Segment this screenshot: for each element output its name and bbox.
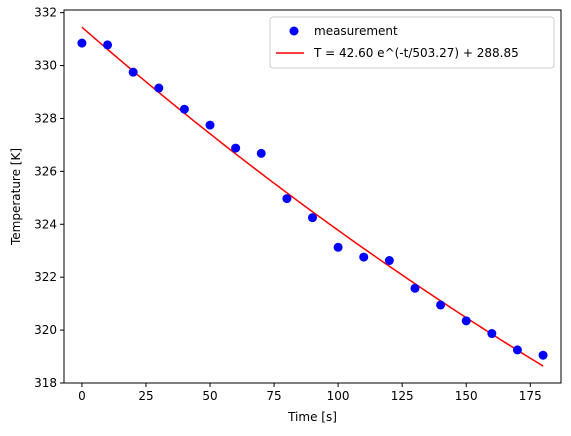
measurement-point <box>436 300 446 310</box>
measurement-point <box>154 83 164 93</box>
measurement-point <box>128 67 138 77</box>
y-tick-label: 326 <box>34 164 57 178</box>
measurement-point <box>282 194 292 204</box>
y-tick-label: 320 <box>34 323 57 337</box>
x-tick-label: 100 <box>327 389 350 403</box>
measurement-point <box>487 329 497 339</box>
plot-area <box>77 26 548 367</box>
y-tick-label: 332 <box>34 6 57 20</box>
measurement-point <box>231 143 241 153</box>
x-tick-label: 150 <box>455 389 478 403</box>
measurement-point <box>179 104 189 114</box>
x-tick-label: 175 <box>519 389 542 403</box>
measurement-point <box>256 148 266 158</box>
x-tick-label: 50 <box>202 389 217 403</box>
y-tick-label: 330 <box>34 59 57 73</box>
measurement-point <box>359 252 369 262</box>
measurement-point <box>333 242 343 252</box>
y-tick-label: 318 <box>34 376 57 390</box>
legend: measurement T = 42.60 e^(-t/503.27) + 28… <box>269 16 555 69</box>
measurement-point <box>77 38 87 48</box>
measurement-point <box>103 40 113 50</box>
measurement-point <box>512 345 522 355</box>
x-axis: 0 25 50 75 100 125 150 175 <box>78 383 542 403</box>
measurement-point <box>461 316 471 326</box>
x-tick-label: 125 <box>391 389 414 403</box>
measurement-point <box>308 213 317 223</box>
x-axis-label: Time [s] <box>287 410 337 424</box>
axes-frame <box>63 9 562 384</box>
measurement-point <box>205 120 215 130</box>
legend-box <box>269 16 555 69</box>
x-tick-label: 0 <box>78 389 86 403</box>
legend-label-fit: T = 42.60 e^(-t/503.27) + 288.85 <box>313 46 519 60</box>
y-tick-label: 322 <box>34 270 57 284</box>
legend-marker-measurement <box>289 26 299 36</box>
legend-label-measurement: measurement <box>314 24 398 38</box>
y-axis-label: Temperature [K] <box>9 148 23 246</box>
y-tick-label: 324 <box>34 217 57 231</box>
y-tick-label: 328 <box>34 111 57 125</box>
y-axis: 318 320 322 324 326 328 330 332 <box>34 6 64 390</box>
x-tick-label: 25 <box>138 389 153 403</box>
measurement-point <box>384 256 394 266</box>
fit-line <box>81 26 544 367</box>
measurement-point <box>538 350 548 360</box>
x-tick-label: 75 <box>266 389 281 403</box>
measurement-point <box>410 283 420 293</box>
